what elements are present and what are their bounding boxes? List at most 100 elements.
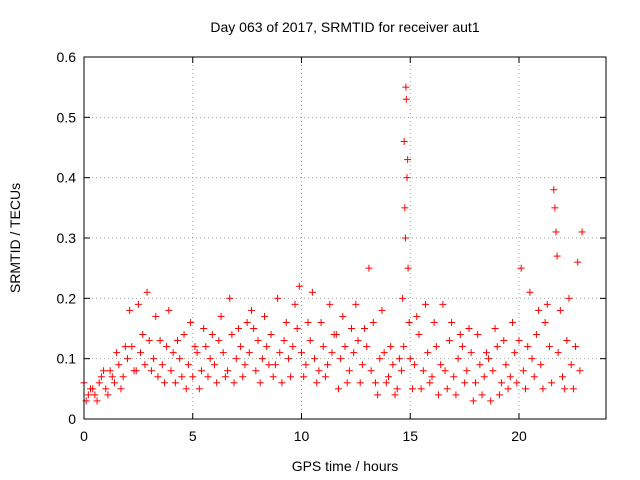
data-point [289,343,297,351]
data-point [541,318,549,326]
data-point [252,367,260,375]
data-point [315,367,323,375]
data-point [300,373,308,381]
data-point [224,367,232,375]
data-point [543,300,551,308]
data-point [424,349,432,357]
y-axis-label: SRMTID / TECUs [7,183,23,293]
data-point [280,337,288,345]
data-point [334,385,342,393]
data-point [552,228,560,236]
data-point [158,361,166,369]
data-point [428,373,436,381]
data-point [452,391,460,399]
data-point [519,367,527,375]
data-point [313,379,321,387]
data-point [411,361,419,369]
data-point [576,367,584,375]
data-point [517,264,525,272]
data-point [324,361,332,369]
data-point [239,373,247,381]
x-axis-label: GPS time / hours [292,458,399,474]
data-point [311,355,319,363]
data-point [500,337,508,345]
data-point [553,252,561,260]
data-point [95,379,103,387]
data-point [356,379,364,387]
data-point [371,379,379,387]
data-point [513,379,521,387]
data-point [345,367,353,375]
data-point [110,379,118,387]
data-point [245,349,253,357]
data-point [215,337,223,345]
x-tick-label: 20 [511,428,527,444]
data-point [515,337,523,345]
data-point [563,337,571,345]
data-point [106,367,114,375]
data-point [526,288,534,296]
data-point [104,391,112,399]
data-point [258,355,266,363]
data-point [243,318,251,326]
data-point [128,343,136,351]
data-point [565,294,573,302]
data-point [121,343,129,351]
data-point [254,337,262,345]
data-point [237,343,245,351]
data-point [119,373,127,381]
data-point [330,331,338,339]
x-axis-ticks: 0 5 10 15 20 [80,57,527,444]
data-point [213,379,221,387]
data-point [374,391,382,399]
data-point [463,367,471,375]
data-point [354,337,362,345]
data-point [302,361,310,369]
data-point [561,385,569,393]
data-point [467,349,475,357]
data-point [395,355,403,363]
data-point [139,331,147,339]
data-point [174,337,182,345]
data-point [545,343,553,351]
data-point [465,325,473,332]
data-point [435,391,443,399]
data-point [430,318,438,326]
data-point [189,373,197,381]
data-point [137,349,145,357]
data-point [402,83,410,91]
data-point [393,385,401,393]
data-point [352,300,360,308]
data-point [232,355,240,363]
data-point [441,367,449,375]
data-point [113,349,121,357]
data-point [84,391,92,399]
data-point [337,355,345,363]
data-point [287,373,295,381]
data-point [382,379,390,387]
data-point [306,337,314,345]
data-point [361,325,369,332]
data-point [445,337,453,345]
data-point [456,331,464,339]
data-point [321,373,329,381]
data-point [450,373,458,381]
data-point [308,288,316,296]
data-point [522,385,530,393]
data-point [504,385,512,393]
data-point [219,349,227,357]
data-point [256,379,264,387]
data-point [532,331,540,339]
data-point [401,204,409,212]
data-point [380,349,388,357]
data-point [278,379,286,387]
data-point [145,337,153,345]
data-point [495,391,503,399]
data-point [461,379,469,387]
data-point [398,367,406,375]
data-point [261,312,269,320]
data-point [195,385,203,393]
data-point [156,337,164,345]
data-point [530,373,538,381]
data-point [426,379,434,387]
